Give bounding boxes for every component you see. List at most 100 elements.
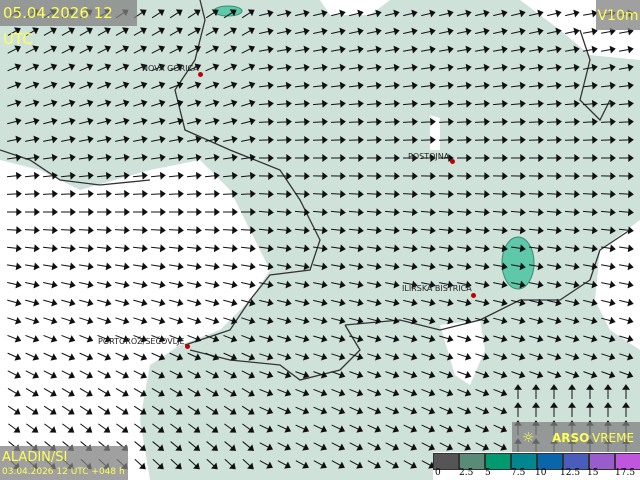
wind-arrow: [61, 370, 75, 379]
wind-arrow: [223, 334, 238, 343]
wind-arrow: [420, 117, 436, 126]
wind-arrow: [78, 244, 94, 253]
wind-arrow: [114, 208, 130, 216]
wind-arrow: [79, 99, 94, 108]
wind-arrow: [133, 63, 148, 72]
wind-arrow: [133, 334, 148, 343]
wind-arrow: [205, 280, 220, 289]
wind-arrow: [384, 226, 400, 235]
wind-arrow: [583, 316, 598, 325]
wind-arrow: [133, 81, 148, 89]
wind-arrow: [475, 442, 490, 451]
wind-arrow: [206, 423, 219, 433]
wind-arrow: [331, 352, 346, 361]
wind-arrow: [511, 352, 526, 361]
wind-arrow: [474, 117, 490, 126]
wind-arrow: [115, 334, 130, 343]
wind-arrow: [421, 352, 436, 361]
wind-arrow: [133, 99, 148, 108]
wind-arrow: [385, 262, 400, 271]
wind-arrow: [456, 226, 472, 235]
wind-arrow: [115, 262, 130, 271]
wind-arrow: [421, 334, 436, 343]
wind-arrow: [169, 81, 184, 89]
wind-arrow: [277, 262, 292, 271]
wind-arrow: [43, 334, 58, 343]
wind-arrow: [619, 334, 634, 343]
wind-arrow: [456, 135, 472, 144]
wind-arrow: [276, 226, 292, 235]
wind-arrow: [547, 280, 562, 289]
wind-arrow: [492, 154, 508, 162]
wind-arrow: [547, 45, 562, 54]
wind-arrow: [313, 334, 328, 343]
wind-arrow: [349, 280, 364, 289]
wind-arrow: [295, 27, 310, 36]
wind-arrow: [510, 226, 526, 235]
wind-arrow: [618, 117, 634, 126]
wind-arrow: [169, 27, 183, 36]
wind-arrow: [79, 388, 93, 397]
wind-arrow: [169, 9, 183, 19]
wind-arrow: [97, 63, 112, 72]
wind-arrow: [529, 27, 544, 36]
model-info: ALADIN/SI 03.04.2026 12 UTC +048 h: [0, 446, 128, 480]
wind-arrow: [295, 9, 310, 18]
wind-arrow: [6, 171, 22, 180]
legend-tick: 15: [587, 468, 599, 478]
wind-arrow: [475, 9, 490, 18]
wind-arrow: [402, 99, 418, 108]
legend-tick: 12.5: [560, 468, 581, 478]
wind-arrow: [546, 99, 562, 108]
legend-swatch: [589, 453, 615, 470]
wind-arrow: [206, 441, 219, 451]
wind-arrow: [331, 63, 346, 72]
wind-arrow: [277, 45, 292, 54]
wind-arrow: [25, 316, 40, 325]
wind-arrow: [43, 99, 58, 108]
wind-arrow: [187, 45, 202, 54]
wind-arrow: [151, 262, 166, 271]
wind-arrow: [421, 371, 436, 379]
wind-arrow: [565, 280, 580, 289]
wind-arrow: [367, 371, 382, 379]
wind-arrow: [42, 171, 58, 180]
wind-arrow: [366, 154, 382, 162]
wind-arrow: [403, 63, 418, 72]
wind-arrow: [565, 244, 580, 253]
wind-arrow: [25, 63, 40, 72]
wind-arrow: [42, 244, 58, 253]
wind-arrow: [421, 63, 436, 72]
wind-arrow: [134, 423, 147, 433]
wind-arrow: [474, 154, 490, 162]
wind-arrow: [420, 99, 436, 108]
wind-arrow: [223, 9, 237, 19]
wind-arrow: [330, 154, 346, 162]
wind-arrow: [385, 280, 400, 289]
wind-arrow: [456, 172, 472, 181]
wind-arrow: [169, 388, 183, 397]
wind-arrow: [79, 352, 94, 361]
wind-arrow: [223, 27, 237, 36]
wind-arrow: [61, 280, 76, 289]
wind-arrow: [277, 442, 292, 451]
wind-arrow: [79, 298, 94, 307]
wind-arrow: [385, 63, 400, 72]
wind-arrow: [276, 81, 292, 90]
wind-arrow: [134, 458, 146, 470]
wind-arrow: [349, 334, 364, 343]
wind-arrow: [493, 298, 508, 307]
wind-arrow: [204, 189, 220, 198]
wind-arrow: [258, 117, 274, 126]
wind-arrow: [295, 406, 310, 415]
wind-arrow: [439, 334, 454, 343]
wind-arrow: [6, 189, 22, 198]
wind-arrow: [151, 9, 165, 19]
wind-arrow: [115, 405, 129, 415]
wind-arrow: [259, 63, 274, 72]
wind-arrow: [438, 172, 454, 181]
wind-arrow: [583, 244, 598, 253]
wind-arrow: [186, 171, 202, 180]
wind-arrow: [61, 27, 75, 36]
legend-swatch: [485, 453, 511, 470]
